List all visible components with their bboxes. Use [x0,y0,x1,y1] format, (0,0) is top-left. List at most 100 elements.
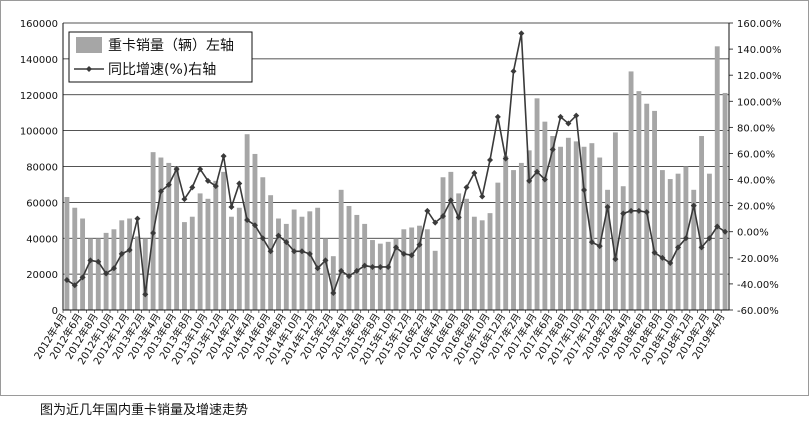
left-tick-label: 120000 [20,91,58,102]
growth-point [259,235,266,242]
bar [620,186,626,310]
bar [495,182,501,310]
growth-point [487,156,494,163]
left-tick-label: 140000 [20,55,58,66]
bar [636,91,642,310]
bar [158,157,164,310]
bar [330,256,336,310]
bar [87,238,93,310]
growth-point [361,262,368,269]
bar [276,218,281,310]
growth-point [189,184,196,191]
right-tick-label: 140.00% [737,45,782,56]
bar [706,173,712,310]
growth-point [338,267,345,274]
growth-point [400,250,407,257]
growth-point [110,265,117,272]
growth-point [596,243,603,250]
growth-point [314,265,321,272]
growth-point [150,230,157,237]
line-series [63,30,729,298]
bar [479,220,485,310]
growth-point [463,184,470,191]
growth-point [722,228,729,235]
bar [573,141,579,310]
growth-point [267,248,274,255]
growth-point [330,290,337,297]
growth-point [628,207,635,214]
growth-point [534,168,541,175]
growth-point [63,276,70,283]
right-axis-ticks: -60.00% -40.00% -20.00% 0.00% 20.00% 40.00% 60… [729,19,782,317]
growth-point [440,213,447,220]
growth-point [455,214,462,221]
growth-point [204,177,211,184]
bar [628,71,634,311]
right-tick-label: -60.00% [737,306,779,317]
growth-point [220,153,227,160]
growth-point [588,239,595,246]
growth-point [306,250,313,257]
growth-point [79,274,86,281]
bar [64,196,70,310]
bar [511,170,516,310]
growth-point [369,263,376,270]
left-tick-label: 20000 [26,270,58,281]
bar [714,46,720,310]
left-tick-label: 80000 [26,163,58,174]
bar [315,207,321,310]
right-tick-label: 100.00% [737,97,782,108]
bar [252,153,258,310]
bar-series [64,46,728,311]
gridlines [63,22,729,275]
growth-point [408,252,415,259]
growth-point [635,207,642,214]
bar [699,136,705,310]
bar [197,193,203,310]
growth-point [103,270,110,277]
bar [80,218,86,310]
right-tick-label: -20.00% [737,254,779,265]
bar [135,236,140,310]
x-axis-ticks: 2012年4月2012年6月2012年8月2012年10月2012年12月201… [31,311,728,367]
growth-point [581,186,588,193]
bar [722,92,728,310]
bar [409,227,415,310]
left-tick-label: 40000 [26,234,58,245]
bar [385,241,391,310]
bar [464,198,469,310]
growth-point [345,273,352,280]
bar [323,238,328,310]
bar [526,150,532,310]
bar [565,137,571,310]
bar [597,157,603,310]
growth-point [706,235,713,242]
growth-point [283,239,290,246]
growth-point [165,181,172,188]
growth-point [690,202,697,209]
bar [182,222,187,310]
bar [213,180,219,310]
bar [612,132,618,310]
growth-point [71,282,78,289]
growth-point [549,146,556,153]
legend-line-label: 同比增速(%)右轴 [108,62,216,78]
bar [487,213,493,310]
left-axis-ticks: 0 20000 40000 60000 80000 100000 120000 140000 1… [20,19,58,317]
left-tick-label: 0 [52,306,58,317]
bar [205,198,211,310]
growth-point [322,257,329,264]
growth-point [212,183,219,190]
bar [518,162,524,310]
growth-point [526,177,533,184]
bar [550,136,556,310]
bar [542,121,548,310]
growth-point [651,249,658,256]
growth-point [659,254,666,261]
growth-point [353,267,360,274]
bar [691,189,697,310]
left-tick-label: 160000 [20,19,58,30]
bar [401,229,407,310]
growth-point [573,112,580,119]
right-tick-label: 20.00% [737,202,775,213]
